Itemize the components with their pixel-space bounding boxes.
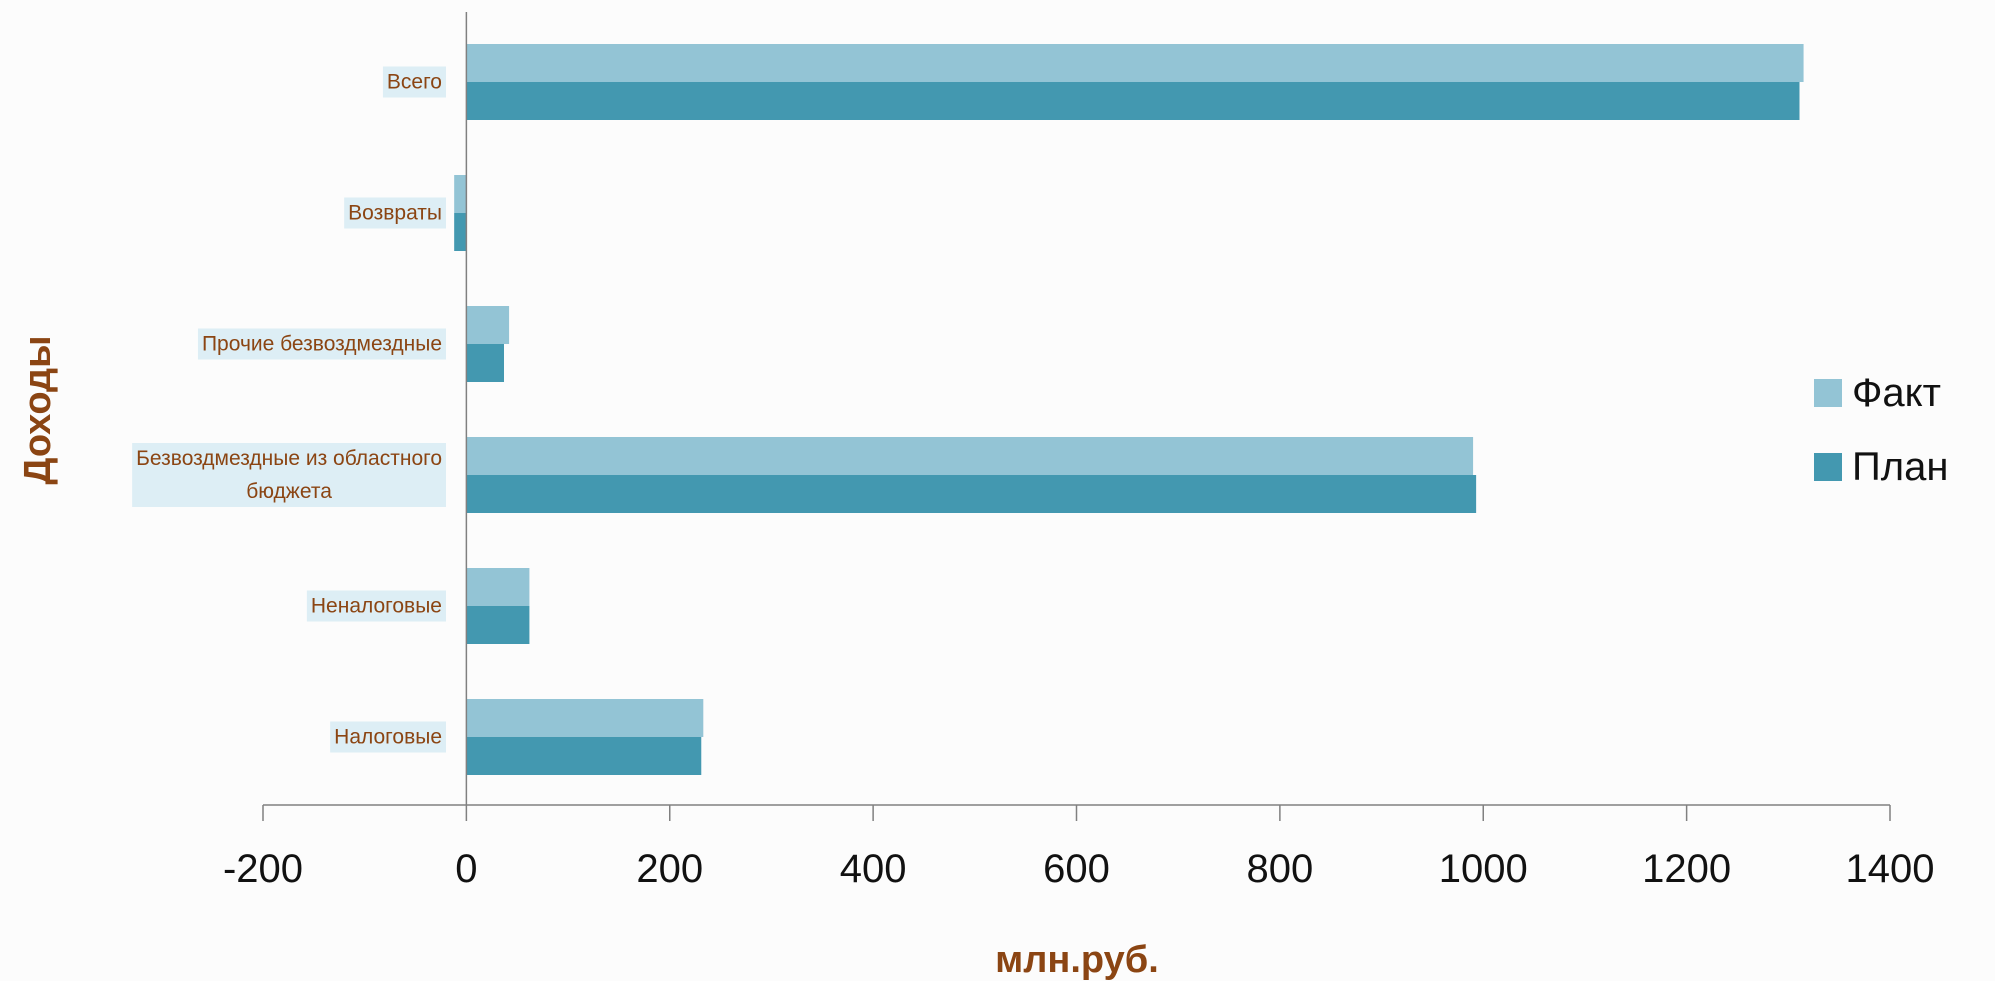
x-tick-label: 200 xyxy=(636,847,703,891)
x-tick-label: 1000 xyxy=(1439,847,1528,891)
category-label-text: бюджета xyxy=(246,480,332,503)
category-label-1: Возвраты xyxy=(344,197,446,229)
category-label-bg xyxy=(132,443,446,507)
y-axis-title: Доходы xyxy=(17,335,59,484)
bar-fact-1 xyxy=(454,175,467,213)
category-label-bg xyxy=(344,197,446,229)
x-tick-label: 1200 xyxy=(1642,847,1731,891)
bar-fact-5 xyxy=(466,699,704,737)
legend-label-plan: План xyxy=(1852,445,1948,489)
x-axis-ticks: -200 0 200 400 600 800 1000 1200 1400 xyxy=(223,805,1935,891)
bar-plan-4 xyxy=(466,606,530,644)
category-label-text: Налоговые xyxy=(334,726,442,749)
category-label-2: Прочие безвоздмездные xyxy=(197,328,446,360)
legend-swatch-plan xyxy=(1814,453,1842,481)
category-labels: Всего Возвраты Прочие безвоздмездные Безвоз… xyxy=(132,66,446,753)
x-tick-label: 600 xyxy=(1043,847,1110,891)
x-tick-label: 0 xyxy=(455,847,477,891)
x-tick-label: 1400 xyxy=(1846,847,1935,891)
category-label-bg xyxy=(382,66,446,98)
x-tick-label: 800 xyxy=(1247,847,1314,891)
bar-fact-4 xyxy=(466,568,530,606)
legend: Факт План xyxy=(1814,371,1948,489)
category-label-text: Безвоздмездные из областного xyxy=(136,447,442,470)
bars xyxy=(454,44,1804,775)
category-label-3: Безвоздмездные из областного бюджета xyxy=(132,443,446,507)
category-label-text: Всего xyxy=(387,71,442,94)
bar-plan-2 xyxy=(466,344,504,382)
bar-plan-1 xyxy=(454,213,467,251)
category-label-bg xyxy=(306,590,446,622)
x-tick-label: 400 xyxy=(840,847,907,891)
bar-plan-0 xyxy=(466,82,1800,120)
x-tick-label: -200 xyxy=(223,847,303,891)
category-label-4: Неналоговые xyxy=(306,590,446,622)
legend-swatch-fact xyxy=(1814,379,1842,407)
category-label-5: Налоговые xyxy=(330,721,446,753)
category-label-text: Неналоговые xyxy=(311,595,442,618)
x-axis-title: млн.руб. xyxy=(995,939,1159,981)
bar-plan-3 xyxy=(466,475,1477,513)
legend-label-fact: Факт xyxy=(1852,371,1941,415)
category-label-text: Прочие безвоздмездные xyxy=(202,333,442,356)
category-label-bg xyxy=(197,328,446,360)
bar-fact-0 xyxy=(466,44,1804,82)
bar-fact-2 xyxy=(466,306,510,344)
category-label-bg xyxy=(330,721,446,753)
bar-fact-3 xyxy=(466,437,1474,475)
bar-plan-5 xyxy=(466,737,702,775)
category-label-text: Возвраты xyxy=(348,202,442,225)
category-label-0: Всего xyxy=(382,66,446,98)
